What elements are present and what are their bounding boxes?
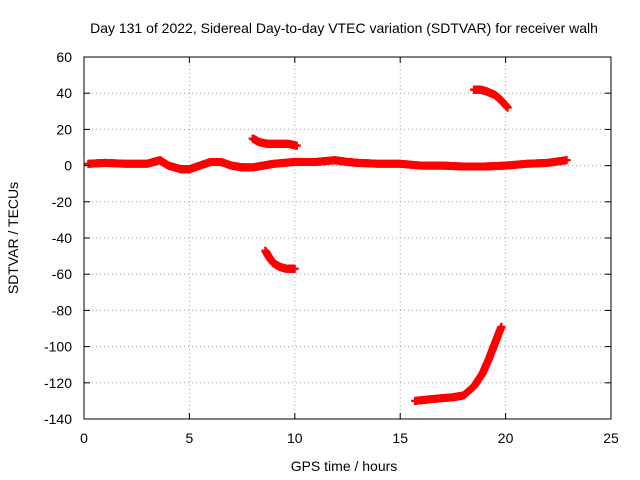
- y-tick-label: 20: [56, 121, 72, 137]
- point-marker: [292, 141, 301, 150]
- y-tick-label: -80: [52, 302, 72, 318]
- x-tick-label: 20: [498, 430, 514, 446]
- y-tick-label: -60: [52, 266, 72, 282]
- x-axis-label: GPS time / hours: [291, 458, 398, 474]
- x-tick-label: 5: [186, 430, 194, 446]
- axis-ticks: 60 40 20 0 -20 -40 -60 -80 -100 -120 -140 0 5 10 15 20 2…: [44, 49, 619, 446]
- point-marker: [562, 156, 571, 165]
- series-1: [248, 134, 301, 150]
- x-tick-label: 15: [392, 430, 408, 446]
- grid-lines: [84, 57, 611, 419]
- series-2: [261, 246, 299, 273]
- series-4: [410, 322, 506, 405]
- y-axis-label: SDTVAR / TECUs: [5, 182, 21, 294]
- y-tick-label: -40: [52, 230, 72, 246]
- y-tick-label: 40: [56, 85, 72, 101]
- y-tick-label: -100: [44, 339, 72, 355]
- chart-title: Day 131 of 2022, Sidereal Day-to-day VTE…: [90, 20, 598, 36]
- x-tick-label: 25: [603, 430, 619, 446]
- x-tick-label: 0: [80, 430, 88, 446]
- y-tick-label: 0: [64, 158, 72, 174]
- point-marker: [497, 322, 506, 331]
- data-points: [84, 85, 571, 405]
- y-tick-label: -120: [44, 375, 72, 391]
- point-marker: [290, 264, 299, 273]
- series-3: [469, 85, 512, 112]
- y-tick-label: -140: [44, 411, 72, 427]
- y-tick-label: 60: [56, 49, 72, 65]
- point-marker: [503, 103, 512, 112]
- series-0: [84, 156, 571, 174]
- x-tick-label: 10: [287, 430, 303, 446]
- y-tick-label: -20: [52, 194, 72, 210]
